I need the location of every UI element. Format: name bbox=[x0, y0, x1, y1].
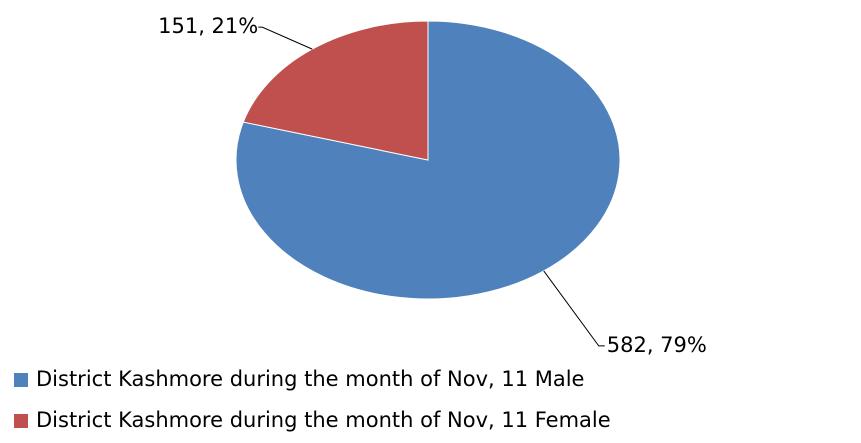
leader-line bbox=[543, 270, 605, 347]
legend-swatch bbox=[14, 373, 28, 387]
data-label: 582, 79% bbox=[607, 333, 707, 357]
legend-label: District Kashmore during the month of No… bbox=[36, 367, 584, 391]
legend-label: District Kashmore during the month of No… bbox=[36, 408, 611, 432]
leader-line bbox=[258, 26, 313, 50]
pie-slice bbox=[242, 20, 429, 161]
legend-swatch bbox=[14, 414, 28, 428]
data-label: 151, 21% bbox=[158, 14, 258, 38]
